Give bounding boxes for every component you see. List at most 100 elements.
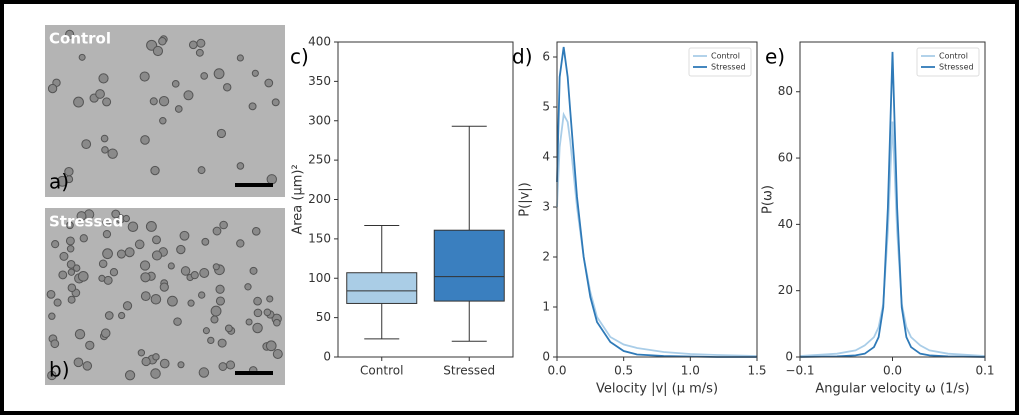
y-tick-label: 100 <box>308 271 331 285</box>
box <box>346 272 418 304</box>
x-tick-label: −0.1 <box>785 364 814 378</box>
x-axis-label: Angular velocity ω (1/s) <box>815 382 969 397</box>
y-tick-label: 4 <box>542 150 550 164</box>
cell <box>265 340 277 352</box>
cell <box>79 234 88 243</box>
cell <box>107 148 118 159</box>
cell <box>116 249 126 259</box>
cell <box>109 268 119 277</box>
cell <box>190 271 199 280</box>
cell <box>159 116 167 125</box>
cell <box>77 270 89 282</box>
cell <box>264 78 274 88</box>
cell <box>202 327 210 335</box>
cell <box>47 83 58 94</box>
cell <box>152 45 164 57</box>
y-tick-label: 80 <box>778 84 793 98</box>
x-axis-label: Velocity |v| (μ m/s) <box>596 382 718 397</box>
scale-bar <box>235 371 273 375</box>
cell <box>187 299 195 307</box>
cell <box>159 282 169 292</box>
x-tick-label: 0.1 <box>975 364 994 378</box>
y-axis-label: Area (μm)² <box>291 164 306 234</box>
cell <box>82 361 93 371</box>
cell <box>67 283 77 293</box>
cell <box>271 98 280 107</box>
cell <box>174 105 183 113</box>
cell <box>50 339 60 349</box>
cell <box>272 348 283 359</box>
cell <box>210 305 222 317</box>
cell <box>251 226 261 236</box>
cell <box>167 262 175 270</box>
cell <box>53 298 62 307</box>
image-label: Control <box>49 30 111 48</box>
y-tick-label: 20 <box>778 283 793 297</box>
plot-frame <box>799 41 986 358</box>
cell <box>197 166 206 175</box>
cell <box>180 266 191 276</box>
cell <box>210 315 219 324</box>
cell <box>199 267 210 278</box>
cell <box>219 220 228 230</box>
cell <box>249 266 258 275</box>
y-tick-label: 300 <box>308 113 331 127</box>
y-axis-label: P(|v|) <box>518 182 533 216</box>
legend-label: Control <box>939 52 968 61</box>
cell <box>74 328 86 340</box>
x-tick-label: 0.0 <box>547 364 566 378</box>
panel-label: e) <box>765 45 785 69</box>
cell <box>198 367 210 378</box>
cell <box>171 80 180 88</box>
cell <box>266 174 278 185</box>
cell <box>122 301 133 311</box>
y-tick-label: 350 <box>308 74 331 88</box>
cell <box>151 250 163 261</box>
cell <box>179 230 190 241</box>
x-tick-label: Control <box>360 364 403 378</box>
cell <box>100 134 109 143</box>
cell <box>198 291 206 299</box>
cell <box>173 317 182 326</box>
cell <box>223 83 232 92</box>
cell <box>150 368 161 379</box>
cell <box>102 218 111 227</box>
cell <box>207 336 215 345</box>
cell <box>111 209 121 219</box>
line <box>556 111 758 357</box>
panel-label: c) <box>290 45 309 69</box>
cell <box>150 293 162 305</box>
micrograph <box>45 25 285 197</box>
cell <box>218 362 228 371</box>
cell <box>263 308 272 317</box>
cell <box>176 244 186 255</box>
y-tick-label: 400 <box>308 35 331 49</box>
cell <box>244 283 252 291</box>
cell <box>66 221 74 230</box>
x-tick-label: 1.5 <box>747 364 766 378</box>
x-tick-label: 0.0 <box>883 364 902 378</box>
cell <box>59 251 69 261</box>
cell <box>158 37 167 46</box>
cell <box>141 356 151 367</box>
line <box>799 51 986 358</box>
cell <box>102 248 113 260</box>
y-tick-label: 200 <box>308 192 331 206</box>
legend <box>688 47 752 77</box>
cell <box>104 311 114 320</box>
cell <box>98 259 108 269</box>
cell <box>102 229 112 239</box>
cell <box>215 296 225 306</box>
cell <box>245 318 253 326</box>
legend-label: Control <box>711 52 740 61</box>
cell <box>67 295 76 304</box>
y-tick-label: 6 <box>542 50 550 64</box>
cell <box>248 102 257 111</box>
panel-label: d) <box>512 45 533 69</box>
cell <box>98 274 106 282</box>
cell <box>183 90 194 101</box>
cell <box>253 296 262 306</box>
y-tick-label: 0 <box>785 350 793 364</box>
cell <box>252 322 263 334</box>
cell <box>236 162 245 170</box>
